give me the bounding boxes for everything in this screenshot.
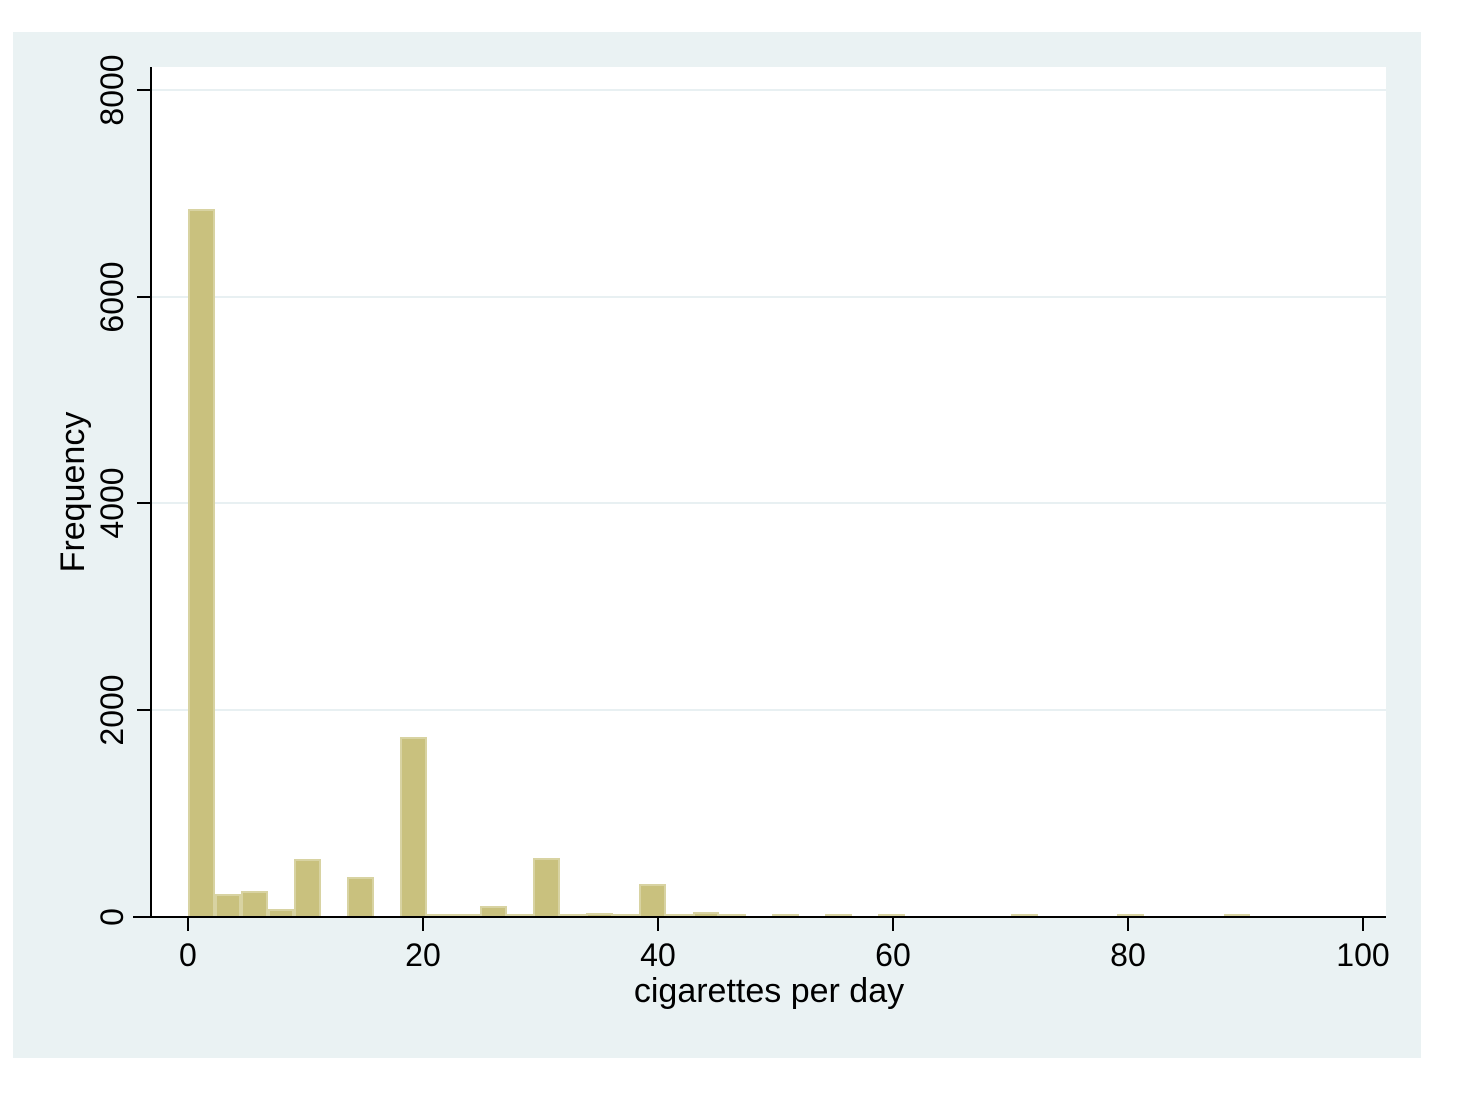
x-tick-label: 40 (640, 937, 676, 973)
plot-area (152, 67, 1386, 917)
histogram-bar (559, 914, 587, 917)
histogram-bar (294, 858, 321, 917)
y-tick-label: 6000 (94, 261, 130, 333)
histogram-bar (188, 208, 215, 917)
y-gridline (152, 709, 1386, 712)
x-tick (1126, 917, 1129, 931)
histogram-bar (1223, 914, 1251, 917)
histogram-bar (666, 914, 693, 917)
x-tick (421, 917, 424, 931)
histogram-bar (453, 914, 481, 917)
histogram-bar (506, 914, 534, 917)
histogram-bar (214, 893, 242, 917)
x-tick (1361, 917, 1364, 931)
histogram-bar (267, 908, 295, 917)
y-gridline (152, 502, 1386, 505)
histogram-bar (586, 912, 613, 917)
histogram-bar (639, 883, 666, 917)
y-tick-label: 8000 (94, 54, 130, 126)
histogram-bar (692, 912, 720, 917)
y-tick-label: 4000 (94, 467, 130, 540)
x-tick (891, 917, 894, 931)
y-tick (137, 709, 150, 712)
x-axis-line (133, 916, 1386, 918)
histogram-bar (612, 914, 640, 917)
histogram-bar (1011, 914, 1038, 917)
x-tick-label: 0 (179, 937, 197, 973)
histogram-bar (480, 905, 507, 917)
x-tick-label: 60 (875, 937, 911, 973)
x-tick-label: 100 (1336, 937, 1390, 973)
y-tick (137, 916, 150, 918)
x-axis-title: cigarettes per day (633, 972, 905, 1010)
y-tick-label: 0 (94, 908, 130, 926)
y-gridline (152, 88, 1386, 91)
histogram-bar (533, 857, 560, 917)
y-axis-line (150, 67, 152, 917)
y-tick-label: 2000 (94, 674, 130, 746)
histogram-bar (825, 914, 852, 917)
y-axis-title: Frequency (54, 411, 92, 573)
histogram-bar (1117, 914, 1144, 917)
histogram-bar (719, 914, 746, 917)
x-tick (186, 917, 189, 931)
histogram-bar (772, 913, 799, 917)
y-tick (137, 295, 150, 298)
y-gridline (152, 295, 1386, 298)
histogram-bar (427, 914, 454, 917)
x-tick (656, 917, 659, 931)
x-tick-label: 20 (405, 937, 441, 973)
y-tick (137, 88, 150, 91)
histogram-bar (241, 891, 268, 917)
histogram-bar (347, 876, 374, 917)
x-tick-label: 80 (1110, 937, 1146, 973)
histogram-bar (400, 736, 427, 917)
histogram-bar (878, 914, 905, 917)
y-tick (137, 502, 150, 505)
